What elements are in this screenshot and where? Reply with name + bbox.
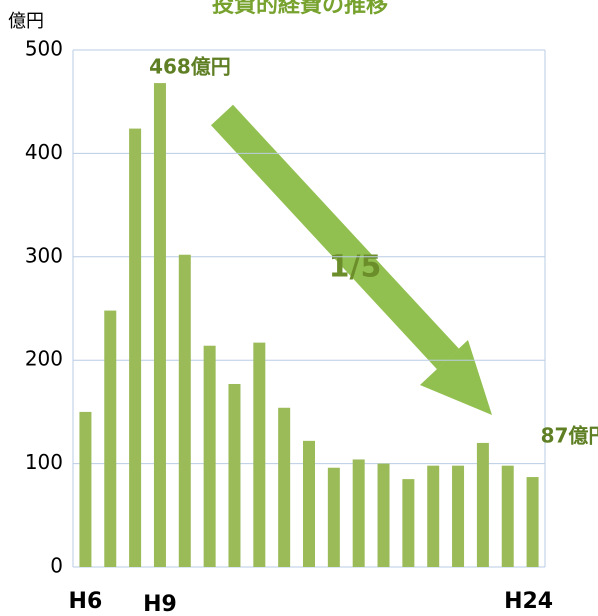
bar (153, 83, 166, 567)
y-tick-label: 500 (25, 37, 63, 61)
bar (427, 465, 440, 567)
x-tick-label: H24 (504, 589, 553, 614)
bar (303, 440, 315, 567)
bar (501, 465, 514, 567)
bar (402, 479, 415, 567)
y-tick-label: 0 (50, 554, 63, 578)
x-tick-label: H9 (143, 592, 177, 616)
y-tick-label: 300 (25, 243, 63, 267)
bar (104, 310, 117, 567)
x-tick-label: H6 (69, 589, 103, 614)
bar (253, 342, 266, 567)
bar (327, 467, 340, 567)
value-label: 87億円 (541, 424, 598, 448)
y-tick-label: 400 (25, 140, 63, 164)
y-tick-label: 100 (25, 450, 63, 474)
bar (178, 254, 191, 567)
bar (476, 442, 489, 567)
bar (452, 465, 465, 567)
arrow-head (420, 340, 492, 415)
value-label: 468億円 (149, 55, 231, 79)
bar (526, 477, 539, 567)
trend-arrow (210, 104, 492, 415)
bar (278, 407, 291, 567)
bar (228, 383, 241, 567)
bar (79, 411, 92, 567)
bar (377, 463, 390, 567)
bar (352, 459, 365, 567)
chart-title: 投資的経費の推移 (212, 0, 388, 18)
y-axis-label: 億円 (8, 11, 44, 32)
arrow-shaft (210, 104, 460, 370)
bar (203, 345, 216, 567)
annotation: 1/5 (329, 250, 382, 285)
bar (129, 128, 142, 568)
y-tick-label: 200 (25, 347, 63, 371)
